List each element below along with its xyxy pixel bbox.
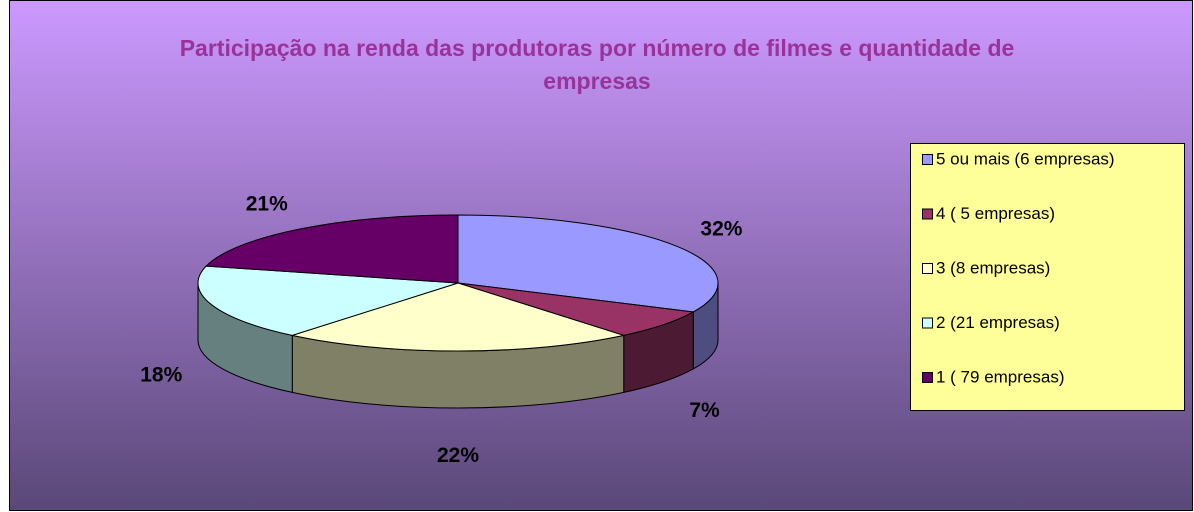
legend-swatch bbox=[922, 154, 933, 165]
legend-label: 2 (21 empresas) bbox=[936, 313, 1060, 332]
data-label: 21% bbox=[246, 193, 288, 216]
legend-label: 1 ( 79 empresas) bbox=[936, 367, 1065, 386]
pie: 32% 7% 22% 18% 21% bbox=[140, 193, 743, 468]
data-label: 18% bbox=[140, 364, 182, 387]
legend-swatch bbox=[922, 208, 933, 220]
pie-slice bbox=[205, 214, 459, 284]
legend-swatch bbox=[922, 263, 933, 274]
data-label: 22% bbox=[437, 444, 479, 467]
legend-label: 5 ou mais (6 empresas) bbox=[936, 149, 1115, 168]
pie-slice bbox=[457, 214, 719, 313]
legend-swatch bbox=[922, 372, 933, 383]
pie-slice bbox=[457, 282, 695, 336]
legend: 5 ou mais (6 empresas) 4 ( 5 empresas) 3 (… bbox=[922, 149, 1115, 386]
legend-label: 3 (8 empresas) bbox=[936, 258, 1050, 277]
data-label: 7% bbox=[689, 399, 720, 422]
chart-title: Participação na renda das produtoras por… bbox=[179, 35, 1015, 94]
pie-slice bbox=[197, 265, 459, 336]
legend-label: 4 ( 5 empresas) bbox=[936, 204, 1055, 223]
data-label: 32% bbox=[700, 218, 742, 241]
pie-slice bbox=[290, 282, 626, 352]
legend-box bbox=[910, 143, 1185, 411]
legend-swatch bbox=[922, 317, 933, 329]
